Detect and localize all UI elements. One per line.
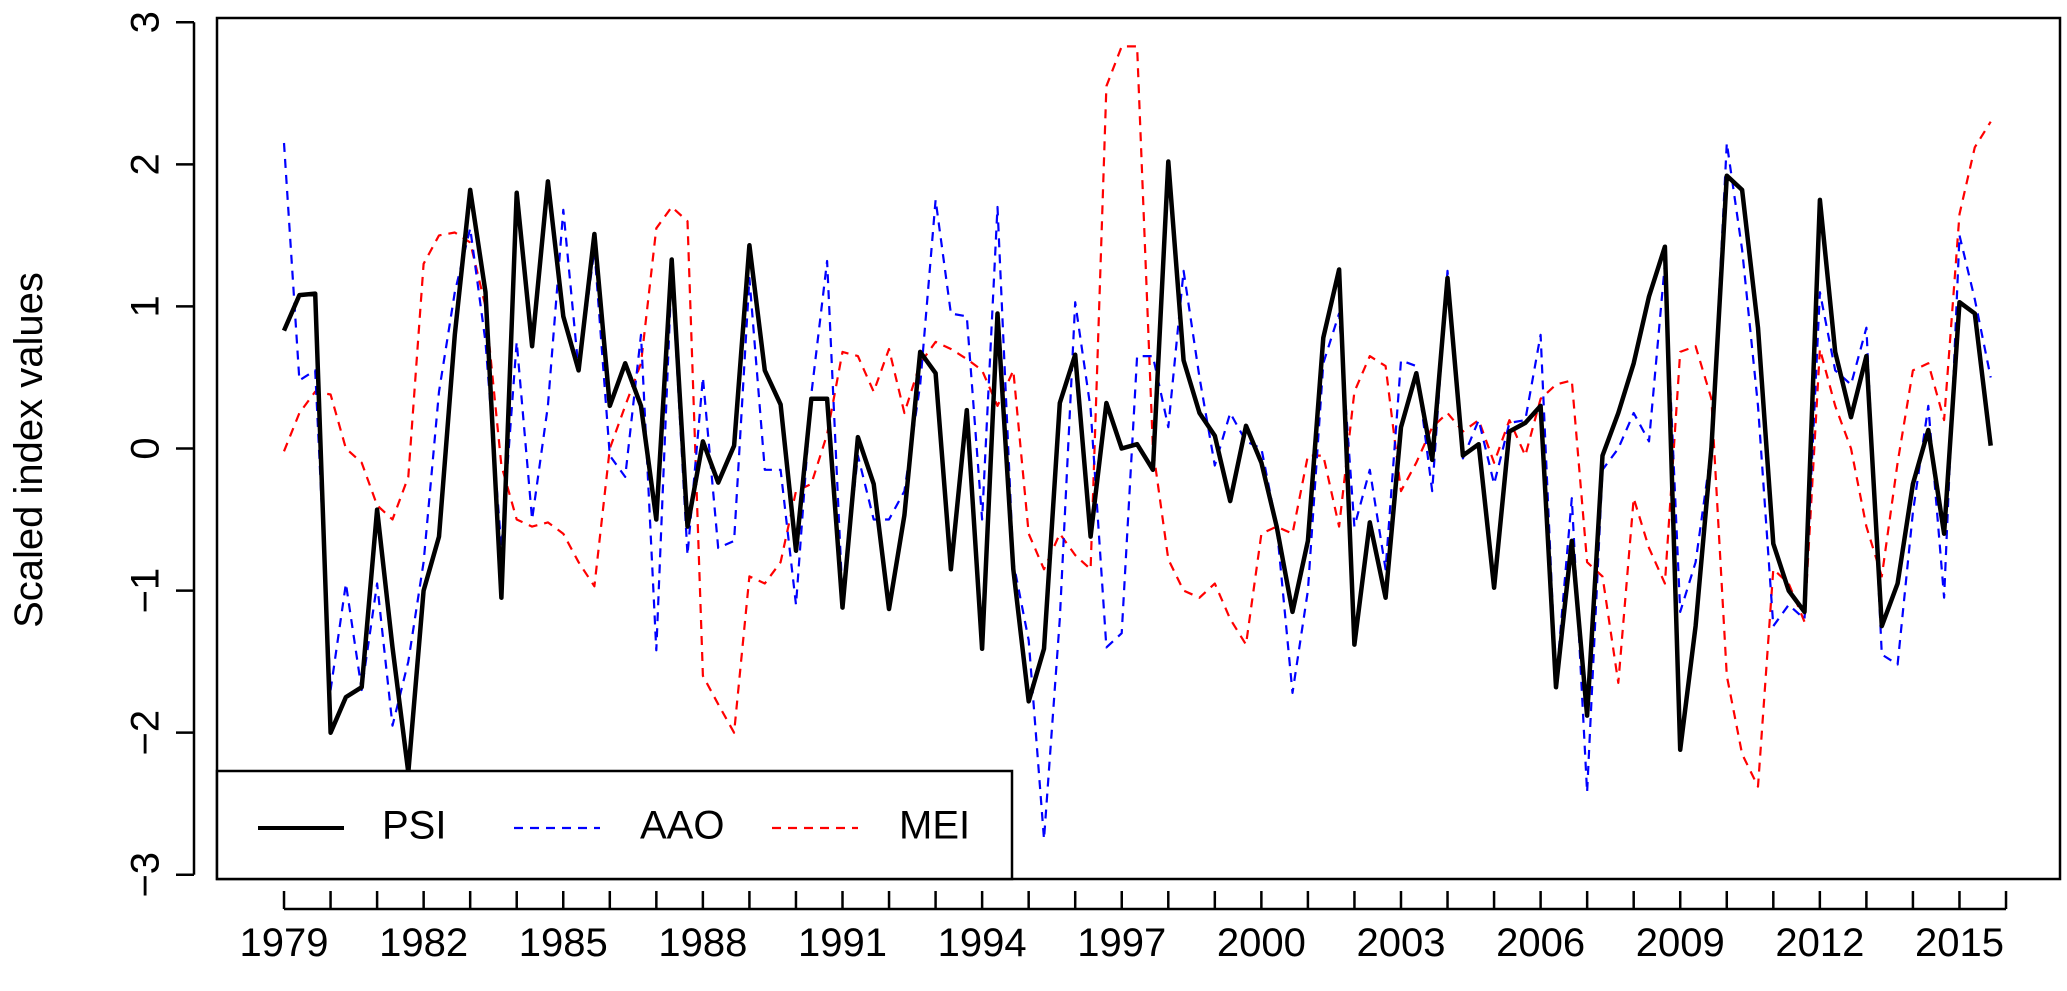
x-tick-label: 1991 [798,921,887,965]
y-tick-label: 3 [124,11,168,33]
x-tick-label: 2009 [1636,921,1725,965]
legend-label: AAO [640,804,724,848]
y-axis-label: Scaled index values [7,272,51,628]
x-tick-label: 2006 [1496,921,1585,965]
x-tick-label: 1997 [1077,921,1166,965]
y-tick-label: −3 [124,852,168,898]
x-tick-label: 1979 [240,921,329,965]
x-tick-label: 2015 [1915,921,2004,965]
legend-label: PSI [382,804,446,848]
x-tick-label: 2003 [1356,921,1445,965]
series-line [281,159,1993,775]
y-tick-label: 2 [124,153,168,175]
x-tick-label: 1982 [379,921,468,965]
y-tick-label: −1 [124,568,168,614]
series-line [282,45,1992,788]
x-tick-label: 1985 [519,921,608,965]
x-tick-label: 1994 [938,921,1027,965]
x-tick-label: 1988 [658,921,747,965]
x-tick-label: 2012 [1775,921,1864,965]
x-tick-label: 2000 [1217,921,1306,965]
plot-frame [215,16,2062,881]
legend: PSI AAO MEI [215,769,1014,881]
y-tick-label: −2 [124,710,168,756]
legend-box [215,769,1014,881]
y-tick-label: 0 [124,437,168,459]
y-tick-label: 1 [124,295,168,317]
legend-label: MEI [899,804,970,848]
